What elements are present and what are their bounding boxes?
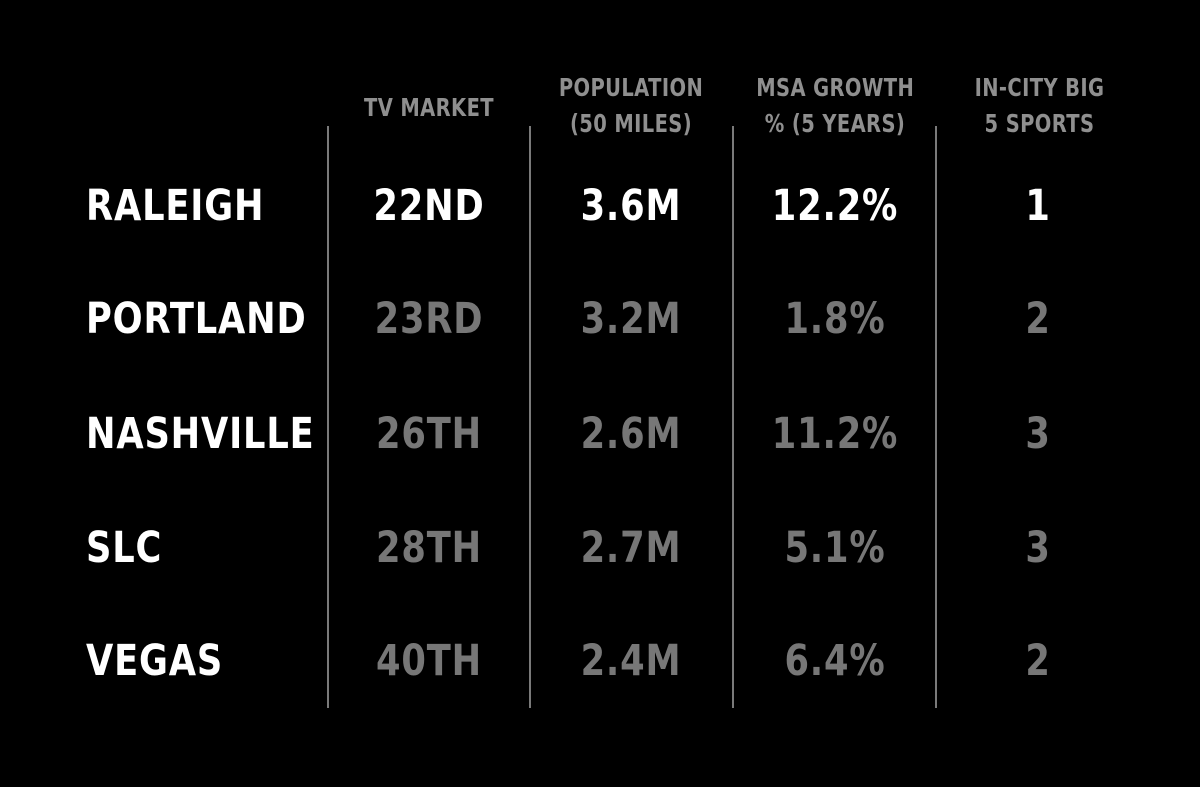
- population-value: 2.7M: [580, 523, 682, 573]
- tv-market-value: 23RD: [374, 294, 484, 344]
- population-value: 3.6M: [580, 181, 682, 231]
- sports-value: 1: [1025, 181, 1051, 231]
- header-sports-line2: 5 SPORTS: [984, 109, 1095, 138]
- population-value: 2.4M: [580, 636, 682, 686]
- growth-value: 11.2%: [771, 409, 899, 459]
- population-value: 3.2M: [580, 294, 682, 344]
- tv-market-value: 40TH: [376, 636, 482, 686]
- header-sports-line1: IN-CITY BIG: [974, 73, 1105, 102]
- city-name: NASHVILLE: [86, 409, 315, 459]
- column-divider: [935, 126, 937, 708]
- column-divider: [327, 126, 329, 708]
- growth-value: 5.1%: [784, 523, 886, 573]
- growth-value: 6.4%: [784, 636, 886, 686]
- column-divider: [732, 126, 734, 708]
- sports-value: 2: [1025, 294, 1051, 344]
- city-name: SLC: [86, 523, 163, 573]
- tv-market-value: 28TH: [376, 523, 482, 573]
- growth-value: 12.2%: [771, 181, 899, 231]
- tv-market-value: 22ND: [373, 181, 485, 231]
- header-msa-growth: MSA GROWTH % (5 YEARS): [756, 70, 914, 142]
- population-value: 2.6M: [580, 409, 682, 459]
- city-name: VEGAS: [86, 636, 224, 686]
- growth-value: 1.8%: [784, 294, 886, 344]
- header-population: POPULATION (50 MILES): [553, 70, 709, 142]
- header-growth-line2: % (5 YEARS): [764, 109, 906, 138]
- city-name: RALEIGH: [86, 181, 265, 231]
- header-tv-market-label: TV MARKET: [364, 93, 494, 122]
- sports-value: 2: [1025, 636, 1051, 686]
- header-big5-sports: IN-CITY BIG 5 SPORTS: [960, 70, 1120, 142]
- header-tv-market: TV MARKET: [351, 90, 507, 126]
- sports-value: 3: [1025, 409, 1051, 459]
- tv-market-value: 26TH: [376, 409, 482, 459]
- header-population-line2: (50 MILES): [569, 109, 693, 138]
- header-growth-line1: MSA GROWTH: [756, 73, 915, 102]
- column-divider: [529, 126, 531, 708]
- city-name: PORTLAND: [86, 294, 307, 344]
- header-population-line1: POPULATION: [558, 73, 704, 102]
- sports-value: 3: [1025, 523, 1051, 573]
